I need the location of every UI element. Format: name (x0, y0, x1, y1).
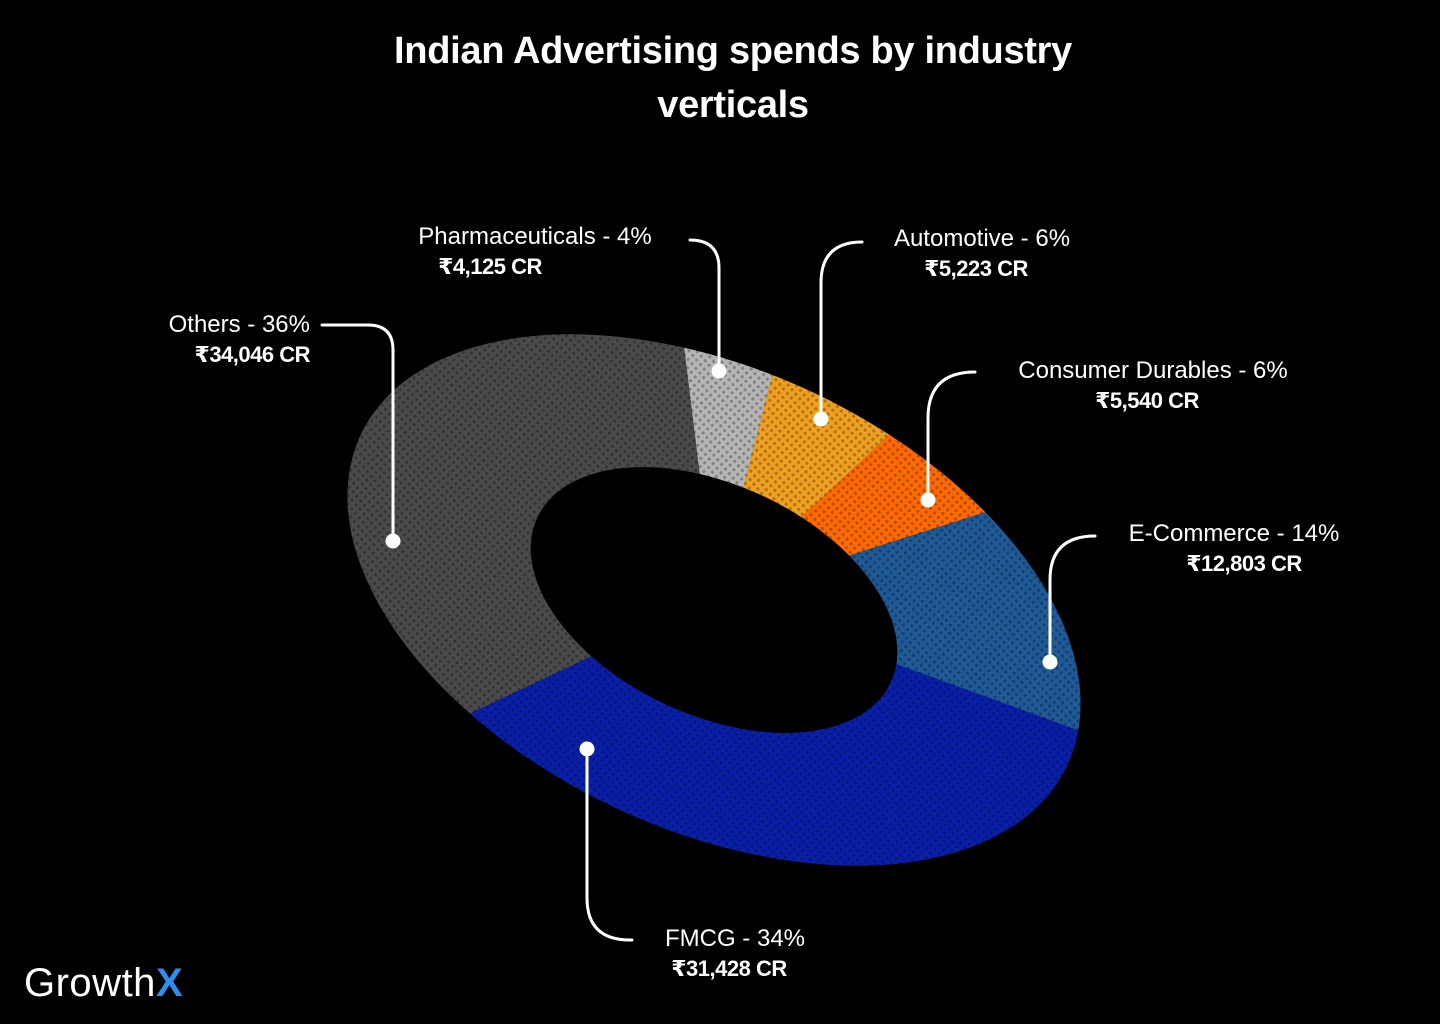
leader-line-automotive (819, 240, 864, 421)
label-others: Others - 36% ₹34,046 CR (110, 310, 311, 370)
dot-consumer-durables (920, 492, 936, 508)
chart-title-line-1: Indian Advertising spends by industry (394, 30, 1072, 72)
leader-line-consumer-durables (926, 370, 977, 502)
chart-title: Indian Advertising spends by industry ve… (0, 24, 1440, 132)
label-ecommerce-value: ₹12,803 CR (1186, 551, 1302, 576)
label-others-name: Others - 36% (168, 311, 310, 338)
label-pharmaceuticals: Pharmaceuticals - 4% ₹4,125 CR (385, 222, 685, 282)
label-pharmaceuticals-name: Pharmaceuticals - 4% (418, 223, 652, 250)
dot-others (385, 533, 401, 549)
leader-line-ecommerce (1048, 534, 1097, 664)
logo-x-mark: X (155, 961, 184, 1005)
leader-line-others (320, 323, 395, 543)
dot-automotive (813, 411, 829, 427)
logo-wordmark: Growth (24, 961, 156, 1005)
label-others-value: ₹34,046 CR (194, 342, 311, 367)
leader-lines (320, 238, 1097, 942)
label-automotive-value: ₹5,223 CR (924, 256, 1028, 281)
dot-fmcg (579, 741, 595, 757)
leader-dots (385, 363, 1058, 757)
label-ecommerce: E-Commerce - 14% ₹12,803 CR (1104, 519, 1364, 579)
label-automotive-name: Automotive - 6% (893, 225, 1071, 252)
label-consumer-durables: Consumer Durables - 6% ₹5,540 CR (986, 356, 1320, 416)
dot-ecommerce (1042, 654, 1058, 670)
label-pharmaceuticals-value: ₹4,125 CR (438, 254, 542, 279)
label-consumer-durables-value: ₹5,540 CR (1095, 388, 1199, 413)
label-automotive: Automotive - 6% ₹5,223 CR (866, 224, 1098, 284)
label-ecommerce-name: E-Commerce - 14% (1128, 520, 1340, 547)
label-fmcg-name: FMCG - 34% (664, 925, 805, 952)
dot-pharmaceuticals (711, 363, 727, 379)
donut-slices (263, 226, 1165, 974)
leader-line-pharmaceuticals (688, 238, 721, 373)
label-fmcg: FMCG - 34% ₹31,428 CR (642, 924, 828, 984)
chart-title-line-2: verticals (657, 84, 809, 126)
growthx-logo: GrowthX (24, 955, 183, 1011)
leader-line-fmcg (585, 747, 634, 942)
label-consumer-durables-name: Consumer Durables - 6% (1018, 357, 1288, 384)
label-fmcg-value: ₹31,428 CR (671, 956, 787, 981)
